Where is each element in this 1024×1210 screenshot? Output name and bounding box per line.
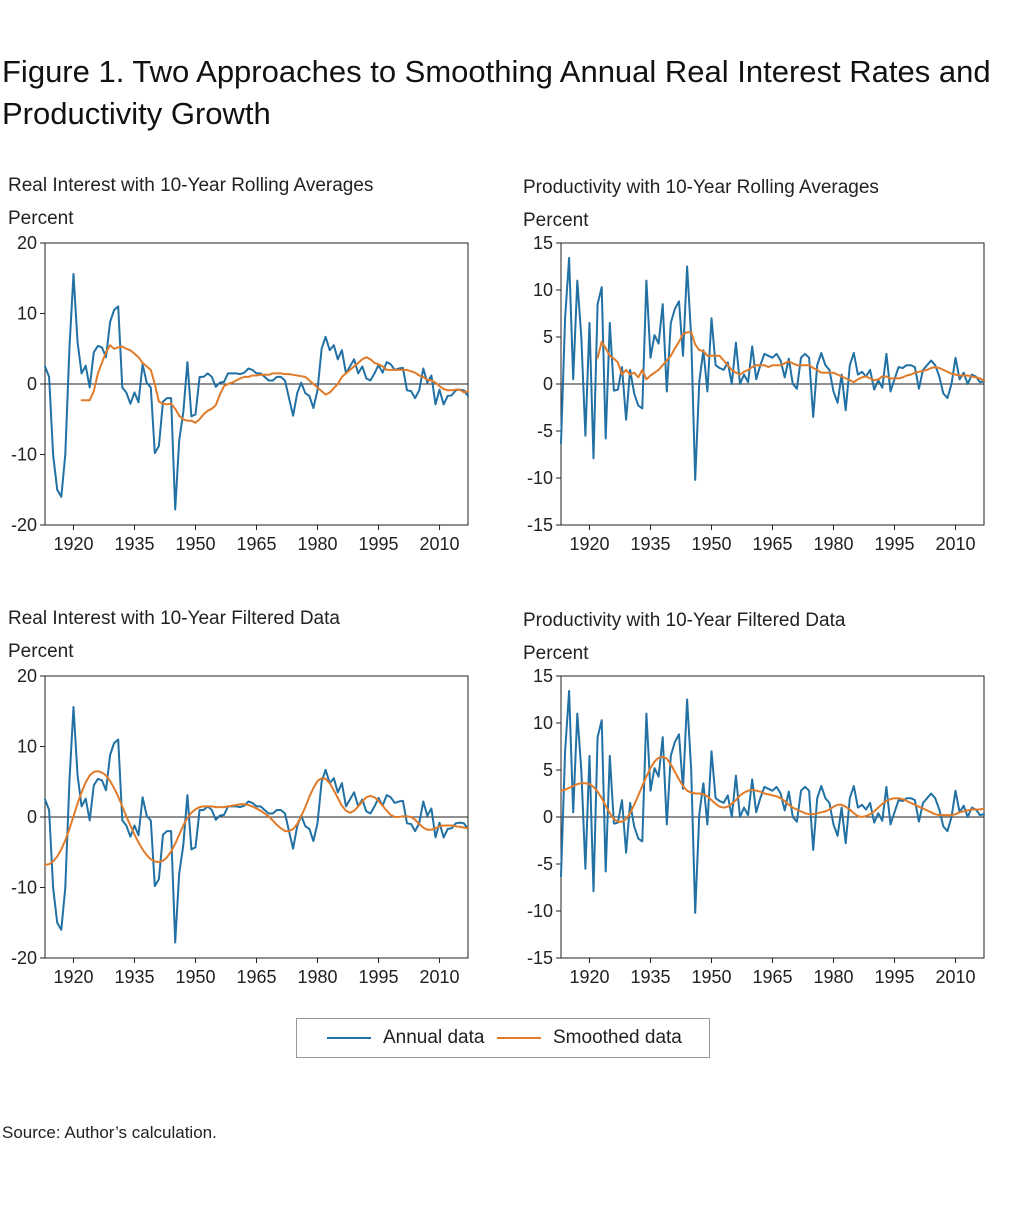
series-smoothed-line	[560, 755, 985, 823]
x-tick-label: 1950	[175, 534, 215, 554]
panel-title-prod-filtered: Productivity with 10-Year Filtered Data	[523, 610, 846, 631]
x-tick-label: 1965	[236, 967, 276, 987]
x-tick-label: 1920	[53, 534, 93, 554]
y-tick-label: 10	[533, 713, 553, 733]
y-tick-label: 20	[17, 666, 37, 686]
x-tick-label: 1965	[752, 534, 792, 554]
y-tick-label: 5	[543, 327, 553, 347]
x-tick-label: 1935	[630, 967, 670, 987]
x-tick-label: 1995	[874, 967, 914, 987]
series-annual-line	[44, 273, 469, 511]
series-annual-line	[44, 706, 469, 944]
x-tick-label: 1980	[813, 967, 853, 987]
y-tick-label: 15	[533, 666, 553, 686]
x-tick-label: 1980	[297, 534, 337, 554]
plot-frame	[44, 675, 469, 959]
plot-frame	[560, 242, 985, 526]
legend-item-smoothed: Smoothed data	[497, 1019, 682, 1057]
x-tick-label: 1980	[297, 967, 337, 987]
x-tick-label: 1920	[569, 967, 609, 987]
y-tick-label: -15	[527, 515, 553, 535]
x-tick-label: 1935	[114, 967, 154, 987]
y-tick-label: 15	[533, 233, 553, 253]
x-tick-label: 1920	[569, 534, 609, 554]
panel-title-prod-rolling: Productivity with 10-Year Rolling Averag…	[523, 177, 879, 198]
ylabel-ri-rolling: Percent	[8, 208, 74, 229]
y-tick-label: -5	[537, 854, 553, 874]
panel-title-ri-rolling: Real Interest with 10-Year Rolling Avera…	[8, 175, 374, 196]
series-smoothed-line	[44, 770, 469, 866]
y-tick-label: 0	[543, 374, 553, 394]
ylabel-ri-filtered: Percent	[8, 641, 74, 662]
x-tick-label: 2010	[420, 534, 460, 554]
legend-item-annual: Annual data	[327, 1019, 484, 1057]
legend: Annual data Smoothed data	[296, 1018, 710, 1058]
y-tick-label: -10	[11, 445, 37, 465]
y-tick-label: -10	[11, 878, 37, 898]
y-tick-label: 0	[27, 374, 37, 394]
x-tick-label: 1995	[358, 967, 398, 987]
y-tick-label: -10	[527, 468, 553, 488]
panel-title-ri-filtered: Real Interest with 10-Year Filtered Data	[8, 608, 340, 629]
x-tick-label: 1980	[813, 534, 853, 554]
y-tick-label: -5	[537, 421, 553, 441]
series-smoothed-line	[80, 344, 469, 424]
y-tick-label: -20	[11, 948, 37, 968]
series-annual-line	[560, 257, 985, 481]
figure-title: Figure 1. Two Approaches to Smoothing An…	[2, 53, 991, 131]
x-tick-label: 1995	[874, 534, 914, 554]
x-tick-label: 2010	[936, 534, 976, 554]
ylabel-prod-rolling: Percent	[523, 210, 589, 231]
x-tick-label: 1935	[114, 534, 154, 554]
y-tick-label: 20	[17, 233, 37, 253]
y-tick-label: -15	[527, 948, 553, 968]
x-tick-label: 1995	[358, 534, 398, 554]
ylabel-prod-filtered: Percent	[523, 643, 589, 664]
legend-label-annual: Annual data	[383, 1027, 485, 1048]
source-note: Source: Author’s calculation.	[2, 1123, 217, 1142]
legend-label-smoothed: Smoothed data	[553, 1027, 682, 1048]
y-tick-label: 0	[543, 807, 553, 827]
x-tick-label: 1950	[691, 534, 731, 554]
x-tick-label: 1950	[691, 967, 731, 987]
y-tick-label: -20	[11, 515, 37, 535]
x-tick-label: 1965	[752, 967, 792, 987]
legend-swatch-smoothed	[497, 1037, 541, 1039]
plot-frame	[560, 675, 985, 959]
x-tick-label: 1950	[175, 967, 215, 987]
series-smoothed-line	[596, 331, 985, 384]
legend-swatch-annual	[327, 1037, 371, 1039]
x-tick-label: 1920	[53, 967, 93, 987]
y-tick-label: 0	[27, 807, 37, 827]
y-tick-label: 10	[17, 737, 37, 757]
y-tick-label: -10	[527, 901, 553, 921]
x-tick-label: 1965	[236, 534, 276, 554]
x-tick-label: 1935	[630, 534, 670, 554]
y-tick-label: 10	[533, 280, 553, 300]
plot-frame	[44, 242, 469, 526]
y-tick-label: 5	[543, 760, 553, 780]
y-tick-label: 10	[17, 304, 37, 324]
x-tick-label: 2010	[936, 967, 976, 987]
x-tick-label: 2010	[420, 967, 460, 987]
series-annual-line	[560, 690, 985, 914]
